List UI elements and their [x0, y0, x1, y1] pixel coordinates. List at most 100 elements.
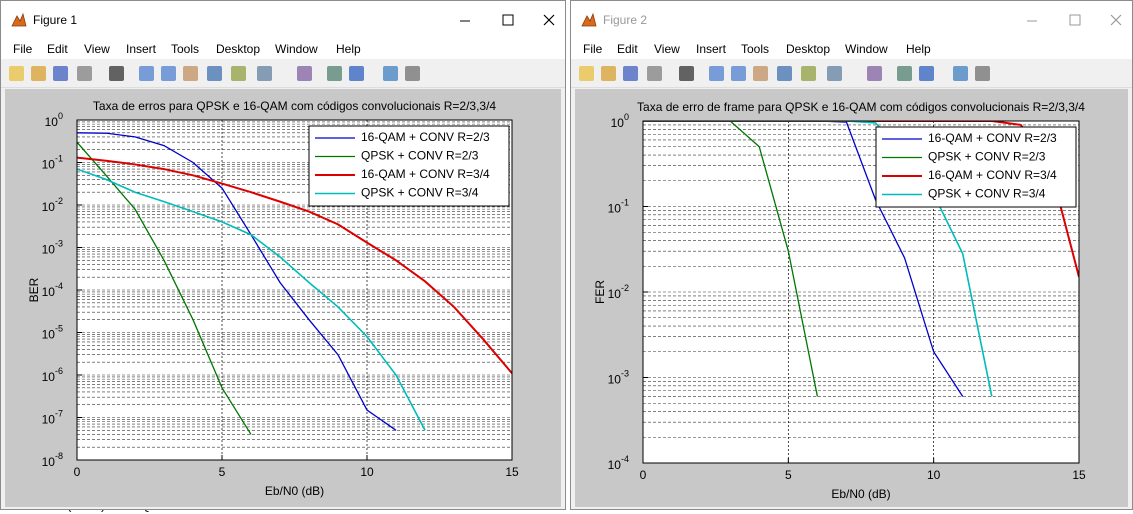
tick-base: 10: [42, 200, 56, 214]
toolbar-button[interactable]: [579, 66, 594, 81]
menu-item[interactable]: View: [84, 42, 110, 56]
toolbar-button[interactable]: [207, 66, 222, 81]
tick-base: 10: [42, 413, 56, 427]
series-line: [643, 121, 1079, 278]
tick-exponent: -1: [621, 198, 629, 208]
x-tick-label: 5: [219, 465, 226, 479]
y-tick-label: 10-1: [608, 198, 629, 216]
tick-base: 10: [42, 455, 56, 469]
title-bar: Figure 1: [1, 1, 565, 39]
series-line: [643, 121, 964, 397]
toolbar-button[interactable]: [77, 66, 92, 81]
toolbar-button[interactable]: [349, 66, 364, 81]
y-tick-label: 10-3: [608, 369, 629, 387]
menu-item[interactable]: Window: [275, 42, 318, 56]
toolbar-button[interactable]: [383, 66, 398, 81]
toolbar-button[interactable]: [647, 66, 662, 81]
toolbar-button[interactable]: [753, 66, 768, 81]
toolbar-button[interactable]: [919, 66, 934, 81]
toolbar-button[interactable]: [139, 66, 154, 81]
menu-item[interactable]: Desktop: [786, 42, 831, 56]
toolbar-button[interactable]: [405, 66, 420, 81]
x-tick-label: 15: [1072, 468, 1086, 482]
toolbar-button[interactable]: [897, 66, 912, 81]
toolbar-button[interactable]: [601, 66, 616, 81]
menu-item[interactable]: View: [654, 42, 680, 56]
app-icon: [581, 12, 597, 27]
tick-exponent: -1: [55, 154, 63, 164]
toolbar-button[interactable]: [975, 66, 990, 81]
menu-item[interactable]: Edit: [47, 42, 68, 56]
toolbar-button[interactable]: [953, 66, 968, 81]
legend-box: [875, 126, 1077, 208]
maximize-button: [1069, 14, 1081, 26]
x-tick-label: 0: [640, 468, 647, 482]
tick-base: 10: [608, 458, 622, 472]
y-tick-label: 10-8: [42, 451, 63, 469]
toolbar-button[interactable]: [183, 66, 198, 81]
toolbar-button[interactable]: [623, 66, 638, 81]
y-axis-label: FER: [593, 280, 607, 304]
toolbar-button[interactable]: [231, 66, 246, 81]
toolbar-button[interactable]: [297, 66, 312, 81]
y-tick-label: 10-3: [42, 239, 63, 257]
y-tick-label: 10-7: [42, 409, 63, 427]
y-tick-label: 10-4: [42, 281, 63, 299]
toolbar-button[interactable]: [109, 66, 124, 81]
toolbar-button[interactable]: [161, 66, 176, 81]
tick-base: 10: [45, 115, 59, 129]
x-tick-label: 0: [74, 465, 81, 479]
menu-item[interactable]: Tools: [171, 42, 200, 56]
y-tick-label: 10-5: [42, 324, 63, 342]
toolbar-button[interactable]: [827, 66, 842, 81]
toolbar-button[interactable]: [9, 66, 24, 81]
menu-item[interactable]: Edit: [617, 42, 638, 56]
tick-base: 10: [42, 370, 56, 384]
tick-base: 10: [611, 116, 625, 130]
menu-item[interactable]: Tools: [741, 42, 770, 56]
x-axis-label: Eb/N0 (dB): [831, 487, 890, 501]
toolbar-button[interactable]: [53, 66, 68, 81]
toolbar-button[interactable]: [731, 66, 746, 81]
legend-label: 16-QAM + CONV R=2/3: [928, 131, 1057, 145]
tick-base: 10: [608, 202, 622, 216]
menu-item[interactable]: Window: [845, 42, 888, 56]
tick-exponent: 0: [624, 112, 629, 122]
toolbar-button[interactable]: [777, 66, 792, 81]
chart-title: Taxa de erros para QPSK e 16-QAM com cód…: [93, 99, 497, 113]
tick-exponent: -2: [55, 196, 63, 206]
tick-exponent: -2: [621, 283, 629, 293]
menu-item[interactable]: File: [583, 42, 603, 56]
figure-canvas: Taxa de erros para QPSK e 16-QAM com cód…: [5, 89, 561, 507]
toolbar: [571, 61, 1132, 88]
y-tick-label: 10-6: [42, 366, 63, 384]
tick-exponent: -4: [55, 281, 63, 291]
app-icon: [11, 12, 27, 27]
menu-item[interactable]: File: [13, 42, 33, 56]
axes-frame: [76, 119, 513, 461]
tick-exponent: 0: [58, 111, 63, 121]
toolbar-button[interactable]: [679, 66, 694, 81]
toolbar-button[interactable]: [327, 66, 342, 81]
legend-label: 16-QAM + CONV R=3/4: [928, 168, 1057, 182]
y-tick-label: 100: [611, 112, 629, 130]
menu-item[interactable]: Insert: [126, 42, 157, 56]
series-line: [77, 156, 512, 374]
toolbar-button[interactable]: [257, 66, 272, 81]
menu-item[interactable]: Help: [906, 42, 931, 56]
tick-exponent: -5: [55, 324, 63, 334]
close-button: [1110, 14, 1122, 26]
axes-frame: [642, 120, 1080, 464]
x-tick-label: 5: [785, 468, 792, 482]
toolbar-button[interactable]: [867, 66, 882, 81]
legend-label: 16-QAM + CONV R=2/3: [361, 130, 490, 144]
legend-label: QPSK + CONV R=3/4: [928, 187, 1046, 201]
toolbar-button[interactable]: [709, 66, 724, 81]
toolbar-button[interactable]: [801, 66, 816, 81]
menu-item[interactable]: Help: [336, 42, 361, 56]
menu-item[interactable]: Insert: [696, 42, 727, 56]
menu-bar: File Edit View Insert Tools Desktop Window Help: [1, 39, 565, 59]
toolbar-button[interactable]: [31, 66, 46, 81]
menu-item[interactable]: Desktop: [216, 42, 261, 56]
